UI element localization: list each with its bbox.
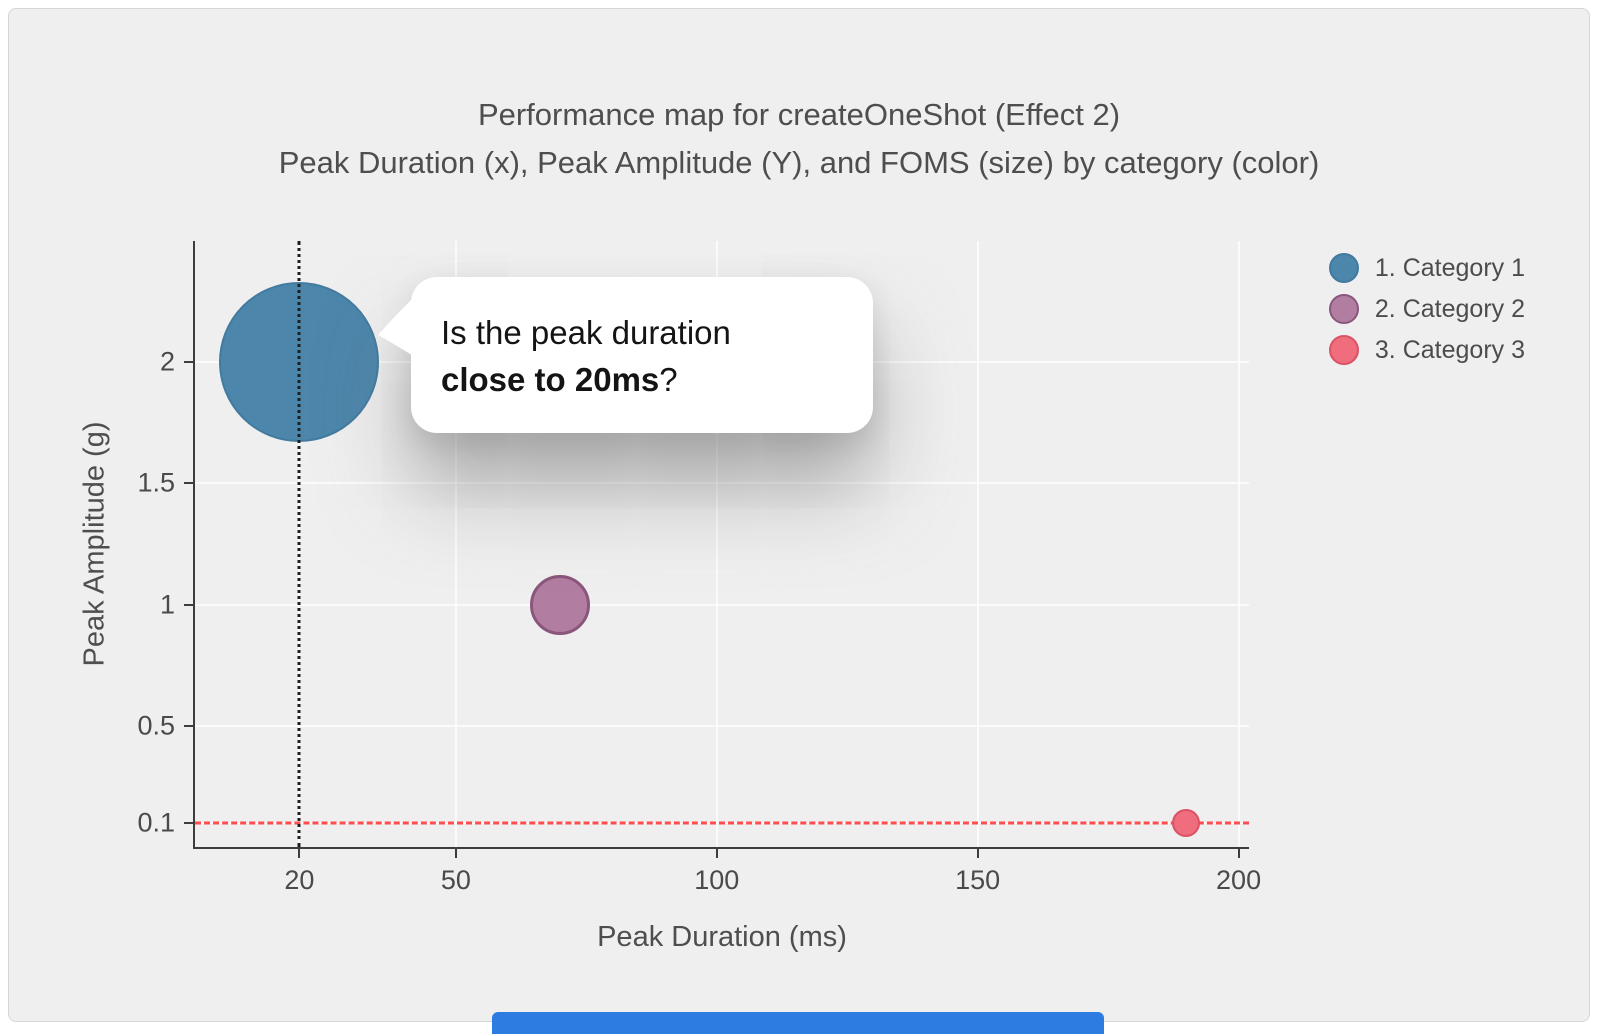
legend-label: 3. Category 3 xyxy=(1374,335,1525,364)
callout-line1: Is the peak duration xyxy=(441,314,731,351)
chart-header: Performance map for createOneShot (Effec… xyxy=(9,91,1589,187)
y-axis-label: Peak Amplitude (g) xyxy=(78,421,111,667)
y-tick-mark xyxy=(184,361,193,364)
x-tick-mark xyxy=(454,849,457,858)
legend-item-category-3[interactable]: 3. Category 3 xyxy=(1328,335,1525,365)
x-tick-label: 20 xyxy=(284,865,315,895)
legend-item-category-1[interactable]: 1. Category 1 xyxy=(1328,253,1525,283)
x-tick-mark xyxy=(298,849,301,858)
legend-item-category-2[interactable]: 2. Category 2 xyxy=(1328,294,1525,324)
callout-tail-pointer xyxy=(378,293,418,359)
legend-dot-category-2 xyxy=(1328,294,1359,324)
x-axis-label: Peak Duration (ms) xyxy=(597,921,847,953)
reference-line-y-0.1 xyxy=(195,821,1249,825)
x-tick-mark xyxy=(976,849,979,858)
y-tick-label: 2 xyxy=(159,346,175,377)
callout-text: Is the peak duration close to 20ms? xyxy=(441,309,843,403)
y-tick-mark xyxy=(184,603,193,606)
x-gridline xyxy=(454,241,457,847)
y-tick-mark xyxy=(184,482,193,485)
chart-subtitle: Peak Duration (x), Peak Amplitude (Y), a… xyxy=(278,145,1320,180)
data-point-category-2[interactable] xyxy=(530,574,591,635)
y-tick-label: 1 xyxy=(159,589,175,620)
y-tick-mark xyxy=(184,821,193,824)
callout-suffix: ? xyxy=(659,361,678,398)
legend: 1. Category 1 2. Category 2 3. Category … xyxy=(1328,253,1525,376)
x-tick-label: 150 xyxy=(955,865,1001,895)
legend-label: 2. Category 2 xyxy=(1374,294,1525,323)
callout-bold-text: close to 20ms xyxy=(441,361,660,398)
data-point-category-3[interactable] xyxy=(1172,808,1201,837)
y-tick-label: 0.1 xyxy=(137,807,175,838)
x-axis-line xyxy=(193,847,1249,849)
y-tick-label: 1.5 xyxy=(137,467,175,498)
x-tick-mark xyxy=(715,849,718,858)
callout-tooltip: Is the peak duration close to 20ms? xyxy=(378,277,873,433)
y-tick-label: 0.5 xyxy=(137,710,175,741)
x-tick-mark xyxy=(1237,849,1240,858)
y-gridline xyxy=(195,482,1249,485)
y-axis-line xyxy=(193,241,195,849)
chart-card: Performance map for createOneShot (Effec… xyxy=(8,8,1590,1022)
x-tick-label: 50 xyxy=(440,865,471,895)
legend-label: 1. Category 1 xyxy=(1374,253,1525,282)
reference-line-x-20 xyxy=(297,241,301,847)
y-gridline xyxy=(195,603,1249,606)
x-gridline xyxy=(1237,241,1240,847)
chart-title: Performance map for createOneShot (Effec… xyxy=(477,97,1121,132)
x-gridline xyxy=(976,241,979,847)
x-gridline xyxy=(715,241,718,847)
y-gridline xyxy=(195,724,1249,727)
partial-bottom-button[interactable] xyxy=(492,1012,1104,1034)
y-tick-mark xyxy=(184,724,193,727)
x-tick-label: 200 xyxy=(1216,865,1262,895)
legend-dot-category-1 xyxy=(1328,253,1359,283)
x-tick-label: 100 xyxy=(694,865,740,895)
plot-area: 20 50 100 150 200 0.1 0.5 1 1.5 2 xyxy=(137,241,1261,895)
legend-dot-category-3 xyxy=(1328,335,1359,365)
